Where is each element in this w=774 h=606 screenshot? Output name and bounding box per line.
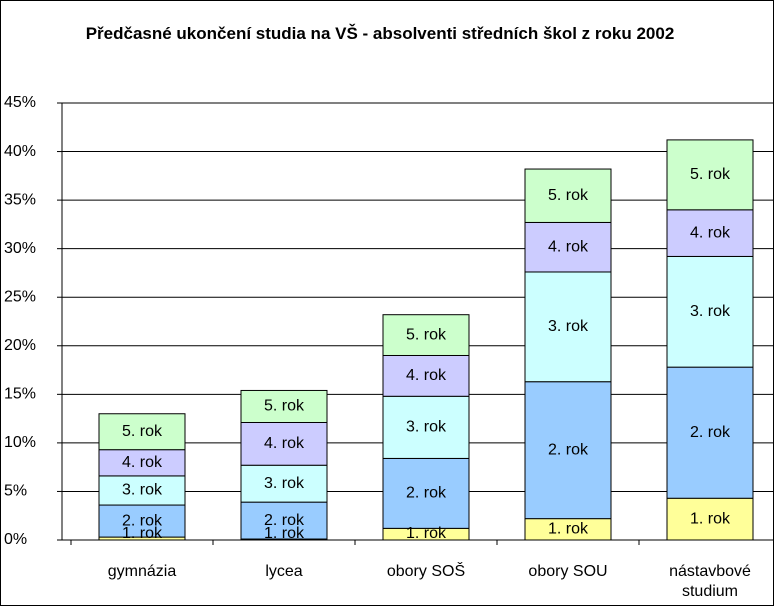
- segment-label: 2. rok: [122, 512, 163, 529]
- segment-label: 5. rok: [406, 326, 447, 343]
- bar-segment: [524, 168, 612, 223]
- segment-label: 3. rok: [122, 482, 163, 499]
- segment-label: 3. rok: [264, 475, 305, 492]
- bar-segment: [98, 413, 186, 451]
- y-tick-label: 45%: [4, 94, 36, 111]
- segment-label: 2. rok: [690, 424, 731, 441]
- bar-segment: [98, 504, 186, 538]
- bar-segment: [382, 395, 470, 459]
- x-tick-label: obory SOŠ: [386, 563, 466, 580]
- bar-segment: [666, 139, 754, 211]
- segment-label: 5. rok: [548, 187, 589, 204]
- segment-label: 1. rok: [122, 525, 163, 542]
- y-tick-label: 15%: [4, 386, 36, 403]
- bar-segment: [240, 389, 328, 423]
- segment-label: 1. rok: [548, 521, 589, 538]
- bar-segment: [98, 449, 186, 477]
- segment-label: 4. rok: [122, 454, 163, 471]
- bar-segment: [524, 381, 612, 520]
- segment-label: 4. rok: [406, 367, 447, 384]
- bar-segment: [524, 271, 612, 383]
- bar-segment: [382, 354, 470, 397]
- segment-label: 2. rok: [264, 512, 305, 529]
- x-tick-label: lycea: [265, 563, 303, 580]
- segment-label: 5. rok: [264, 398, 305, 415]
- x-tick-label: obory SOU: [528, 563, 608, 580]
- segment-label: 3. rok: [406, 419, 447, 436]
- bar-segment: [382, 457, 470, 529]
- segment-label: 3. rok: [690, 303, 731, 320]
- bar-segment: [524, 221, 612, 273]
- segment-label: 4. rok: [548, 238, 589, 255]
- y-tick-label: 25%: [4, 288, 36, 305]
- bar-segment: [240, 421, 328, 466]
- segment-label: 1. rok: [690, 510, 731, 527]
- bar-segment: [666, 255, 754, 368]
- y-tick-label: 35%: [4, 191, 36, 208]
- bar-segment: [240, 464, 328, 503]
- segment-label: 3. rok: [548, 318, 589, 335]
- y-tick-label: 30%: [4, 240, 36, 257]
- y-tick-label: 10%: [4, 434, 36, 451]
- segment-label: 4. rok: [690, 224, 731, 241]
- x-tick-label: gymnázia: [107, 563, 177, 580]
- y-tick-label: 40%: [4, 143, 36, 160]
- segment-label: 1. rok: [406, 525, 447, 542]
- segment-label: 5. rok: [122, 423, 163, 440]
- y-tick-label: 5%: [4, 483, 27, 500]
- bar-segment: [240, 501, 328, 540]
- segment-label: 5. rok: [690, 166, 731, 183]
- segment-label: 2. rok: [548, 441, 589, 458]
- y-tick-label: 20%: [4, 337, 36, 354]
- bar-segment: [666, 209, 754, 257]
- segment-label: 1. rok: [264, 525, 305, 542]
- bar-segment: [666, 497, 754, 541]
- chart-title: Předčasné ukončení studia na VŠ - absolv…: [85, 24, 675, 43]
- segment-label: 4. rok: [264, 435, 305, 452]
- bar-segment: [98, 475, 186, 506]
- x-tick-label: nástavbové studium: [669, 563, 751, 600]
- bar-segment: [666, 366, 754, 499]
- segment-label: 2. rok: [406, 485, 447, 502]
- bar-segment: [382, 314, 470, 356]
- y-tick-label: 0%: [4, 531, 27, 548]
